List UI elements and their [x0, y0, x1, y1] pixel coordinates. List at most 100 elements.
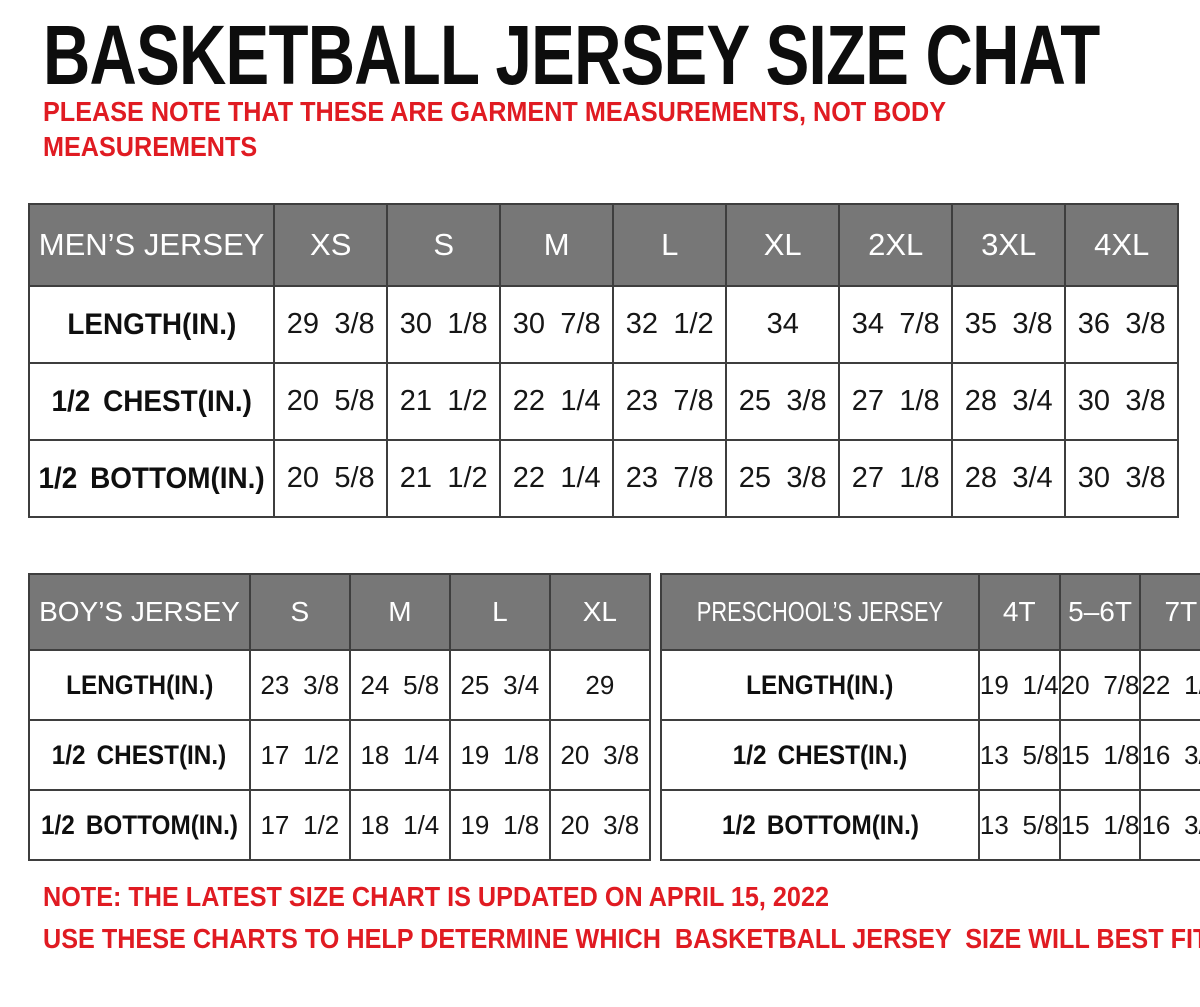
- size-col-header: 2XL: [838, 203, 954, 287]
- mens-half-bottom-row: 1/2 BOTTOM(IN.) 20 5/8 21 1/2 22 1/4 23 …: [27, 439, 1180, 518]
- size-value-cell: 16 3/4: [1139, 789, 1200, 861]
- size-value-cell: 34 7/8: [838, 285, 954, 364]
- mens-header-row: MEN’S JERSEY XS S M L XL 2XL 3XL 4XL: [27, 203, 1180, 287]
- size-value-cell: 32 1/2: [612, 285, 728, 364]
- row-label-text: 1/2 CHEST(IN.): [52, 739, 227, 770]
- preschool-length-row: LENGTH(IN.) 19 1/4 20 7/8 22 1/4: [660, 649, 1200, 721]
- boys-half-bottom-row: 1/2 BOTTOM(IN.) 17 1/2 18 1/4 19 1/8 20 …: [28, 789, 651, 861]
- size-col-header: XS: [273, 203, 389, 287]
- size-value-cell: 18 1/4: [348, 789, 451, 861]
- row-label-half-bottom: 1/2 BOTTOM(IN.): [27, 439, 276, 518]
- size-value-cell: 20 5/8: [273, 439, 389, 518]
- size-col-header: L: [612, 203, 728, 287]
- row-label-text: 1/2 BOTTOM(IN.): [721, 809, 919, 840]
- size-value-cell: 28 3/4: [951, 362, 1067, 441]
- size-value-cell: 29: [548, 649, 651, 721]
- row-label-half-chest: 1/2 CHEST(IN.): [660, 719, 980, 791]
- boys-table-title: BOY’S JERSEY: [39, 596, 240, 627]
- size-col-header: S: [386, 203, 502, 287]
- boys-table-title-cell: BOY’S JERSEY: [28, 573, 251, 651]
- mens-table-title-cell: MEN’S JERSEY: [27, 203, 276, 287]
- size-value-cell: 30 7/8: [499, 285, 615, 364]
- size-value-cell: 15 1/8: [1058, 789, 1142, 861]
- size-value-cell: 23 7/8: [612, 362, 728, 441]
- garment-measurements-note: PLEASE NOTE THAT THESE ARE GARMENT MEASU…: [43, 94, 1046, 164]
- boys-jersey-table: BOY’S JERSEY S M L XL LENGTH(IN.) 23 3/8…: [28, 573, 651, 861]
- row-label-text: 1/2 BOTTOM(IN.): [38, 461, 265, 495]
- preschool-half-chest-row: 1/2 CHEST(IN.) 13 5/8 15 1/8 16 3/4: [660, 719, 1200, 791]
- size-value-cell: 20 7/8: [1058, 649, 1142, 721]
- size-value-cell: 24 5/8: [348, 649, 451, 721]
- size-col-header: 5–6T: [1058, 573, 1142, 651]
- size-value-cell: 36 3/8: [1064, 285, 1180, 364]
- row-label-text: 1/2 BOTTOM(IN.): [40, 809, 238, 840]
- row-label-half-chest: 1/2 CHEST(IN.): [27, 362, 276, 441]
- size-col-header: XL: [548, 573, 651, 651]
- size-value-cell: 17 1/2: [248, 719, 351, 791]
- size-col-header: S: [248, 573, 351, 651]
- row-label-half-bottom: 1/2 BOTTOM(IN.): [660, 789, 980, 861]
- update-date-note: NOTE: THE LATEST SIZE CHART IS UPDATED O…: [43, 881, 829, 912]
- preschool-header-row: PRESCHOOL’S JERSEY 4T 5–6T 7T: [660, 573, 1200, 651]
- garment-note-line-1: PLEASE NOTE THAT THESE ARE GARMENT MEASU…: [43, 96, 947, 127]
- size-value-cell: 30 1/8: [386, 285, 502, 364]
- size-value-cell: 25 3/8: [725, 362, 841, 441]
- preschool-table-title-cell: PRESCHOOL’S JERSEY: [660, 573, 980, 651]
- mens-jersey-table: MEN’S JERSEY XS S M L XL 2XL 3XL 4XL LEN…: [27, 203, 1180, 518]
- fit-advice-note: USE THESE CHARTS TO HELP DETERMINE WHICH…: [43, 923, 1200, 954]
- size-value-cell: 22 1/4: [1139, 649, 1200, 721]
- size-value-cell: 21 1/2: [386, 439, 502, 518]
- size-value-cell: 16 3/4: [1139, 719, 1200, 791]
- preschool-half-bottom-row: 1/2 BOTTOM(IN.) 13 5/8 15 1/8 16 3/4: [660, 789, 1200, 861]
- size-value-cell: 30 3/8: [1064, 362, 1180, 441]
- preschool-jersey-table: PRESCHOOL’S JERSEY 4T 5–6T 7T LENGTH(IN.…: [660, 573, 1200, 861]
- row-label-half-chest: 1/2 CHEST(IN.): [28, 719, 251, 791]
- row-label-length: LENGTH(IN.): [27, 285, 276, 364]
- size-value-cell: 19 1/8: [448, 719, 551, 791]
- size-value-cell: 19 1/4: [977, 649, 1061, 721]
- size-col-header: 7T: [1139, 573, 1200, 651]
- size-col-header: 4XL: [1064, 203, 1180, 287]
- row-label-length: LENGTH(IN.): [660, 649, 980, 721]
- size-col-header: M: [348, 573, 451, 651]
- garment-note-line-2: MEASUREMENTS: [43, 131, 258, 162]
- row-label-text: 1/2 CHEST(IN.): [732, 739, 908, 770]
- size-value-cell: 20 3/8: [548, 789, 651, 861]
- bottom-notes: NOTE: THE LATEST SIZE CHART IS UPDATED O…: [43, 876, 1200, 960]
- size-value-cell: 23 7/8: [612, 439, 728, 518]
- size-value-cell: 34: [725, 285, 841, 364]
- size-value-cell: 22 1/4: [499, 362, 615, 441]
- boys-length-row: LENGTH(IN.) 23 3/8 24 5/8 25 3/4 29: [28, 649, 651, 721]
- size-value-cell: 20 5/8: [273, 362, 389, 441]
- size-value-cell: 18 1/4: [348, 719, 451, 791]
- size-value-cell: 13 5/8: [977, 719, 1061, 791]
- size-value-cell: 35 3/8: [951, 285, 1067, 364]
- size-value-cell: 23 3/8: [248, 649, 351, 721]
- size-value-cell: 25 3/8: [725, 439, 841, 518]
- size-value-cell: 17 1/2: [248, 789, 351, 861]
- row-label-length: LENGTH(IN.): [28, 649, 251, 721]
- row-label-half-bottom: 1/2 BOTTOM(IN.): [28, 789, 251, 861]
- size-value-cell: 27 1/8: [838, 362, 954, 441]
- size-value-cell: 27 1/8: [838, 439, 954, 518]
- size-col-header: 3XL: [951, 203, 1067, 287]
- row-label-text: 1/2 CHEST(IN.): [51, 384, 252, 418]
- size-value-cell: 19 1/8: [448, 789, 551, 861]
- row-label-text: LENGTH(IN.): [65, 669, 213, 700]
- size-col-header: XL: [725, 203, 841, 287]
- preschool-table-title: PRESCHOOL’S JERSEY: [696, 596, 944, 627]
- row-label-text: LENGTH(IN.): [746, 669, 894, 700]
- size-value-cell: 28 3/4: [951, 439, 1067, 518]
- size-value-cell: 20 3/8: [548, 719, 651, 791]
- page-title: BASKETBALL JERSEY SIZE CHAT: [43, 8, 1100, 102]
- mens-half-chest-row: 1/2 CHEST(IN.) 20 5/8 21 1/2 22 1/4 23 7…: [27, 362, 1180, 441]
- row-label-text: LENGTH(IN.): [67, 307, 237, 341]
- size-value-cell: 15 1/8: [1058, 719, 1142, 791]
- size-value-cell: 22 1/4: [499, 439, 615, 518]
- size-value-cell: 13 5/8: [977, 789, 1061, 861]
- mens-length-row: LENGTH(IN.) 29 3/8 30 1/8 30 7/8 32 1/2 …: [27, 285, 1180, 364]
- boys-half-chest-row: 1/2 CHEST(IN.) 17 1/2 18 1/4 19 1/8 20 3…: [28, 719, 651, 791]
- size-col-header: L: [448, 573, 551, 651]
- mens-table-title: MEN’S JERSEY: [38, 227, 265, 262]
